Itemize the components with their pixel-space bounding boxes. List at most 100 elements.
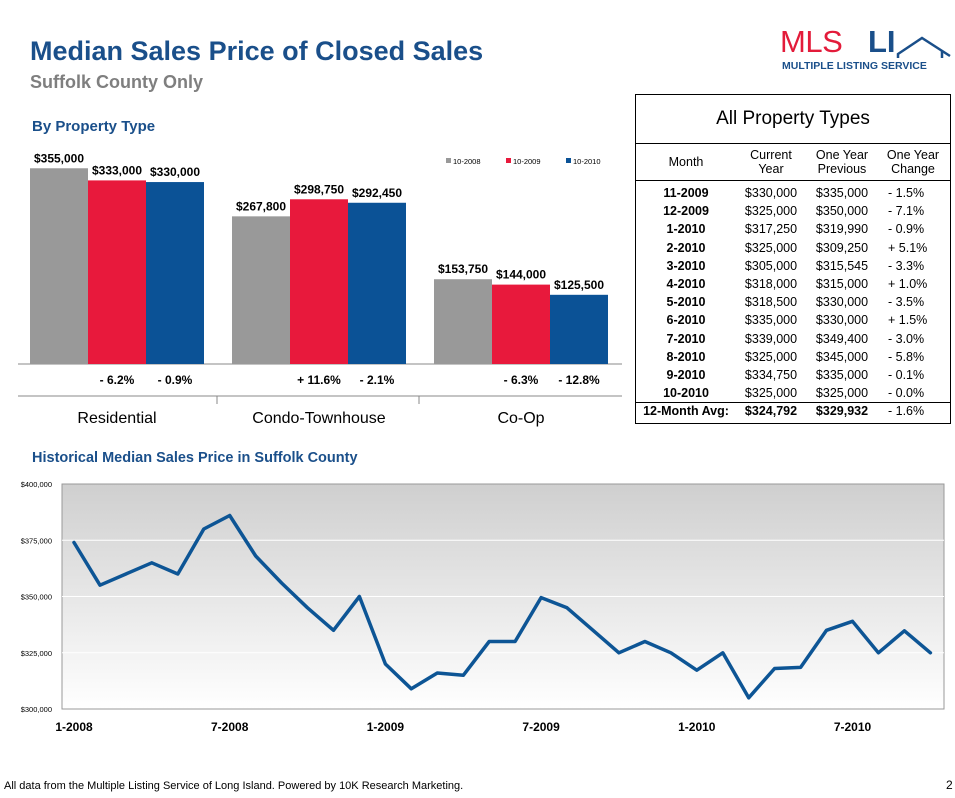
bar-value-label: $292,450: [352, 186, 402, 200]
legend-swatch: [446, 158, 451, 163]
x-tick-label: 1-2009: [367, 720, 405, 734]
cell-month: 8-2010: [666, 349, 706, 364]
change-label-2010: - 0.9%: [158, 373, 193, 387]
cell-month: 10-2010: [663, 386, 709, 401]
cell-month: 11-2009: [663, 186, 709, 200]
cell-current: $318,500: [744, 295, 798, 310]
cell-previous: $315,000: [815, 276, 869, 291]
cell-current: $318,000: [744, 276, 798, 291]
mlsli-logo: MLS LI MULTIPLE LISTING SERVICE: [778, 24, 952, 76]
cell-previous: $330,000: [815, 295, 869, 310]
cell-previous: $350,000: [815, 204, 869, 219]
bar-value-label: $125,500: [554, 278, 604, 292]
table-row: 10-2010 $325,000 $325,000 - 0.0%: [636, 384, 950, 402]
bar-value-label: $144,000: [496, 268, 546, 282]
bar-value-label: $333,000: [92, 163, 142, 177]
cell-current: $334,750: [744, 367, 798, 382]
cell-month: 3-2010: [666, 258, 706, 273]
bar-10-2010-co-op: [550, 294, 608, 364]
legend-swatch: [506, 158, 511, 163]
cell-previous: $325,000: [815, 386, 869, 401]
legend-label: 10-2008: [453, 157, 481, 166]
cell-change: - 0.9%: [888, 222, 925, 237]
cell-previous: $349,400: [815, 331, 869, 346]
line-chart: $300,000 $325,000 $350,000 $375,000 $400,000…: [21, 480, 945, 734]
bar-10-2010-condo-townhouse: [348, 202, 406, 364]
y-tick-label: $325,000: [21, 649, 52, 658]
table-title: All Property Types: [636, 95, 950, 144]
header-current-year: Current Year: [750, 148, 792, 176]
table-row: 9-2010 $334,750 $335,000 - 0.1%: [636, 366, 950, 384]
page-title: Median Sales Price of Closed Sales: [30, 36, 484, 66]
category-label: Co-Op: [497, 410, 544, 427]
cell-current: $305,000: [744, 258, 798, 273]
cell-month: 9-2010: [666, 367, 706, 382]
bar-10-2008-co-op: [434, 279, 492, 364]
footer-text: All data from the Multiple Listing Servi…: [4, 780, 464, 792]
x-tick-label: 7-2009: [522, 720, 560, 734]
cell-month: 12-2009: [663, 204, 709, 219]
header-one-year-change: One Year Change: [886, 148, 940, 176]
footer-previous-avg: $329,932: [815, 404, 869, 419]
cell-current: $325,000: [744, 240, 798, 255]
table-row: 5-2010 $318,500 $330,000 - 3.5%: [636, 293, 950, 311]
table-row: 2-2010 $325,000 $309,250 + 5.1%: [636, 239, 950, 257]
bar-value-label: $298,750: [294, 182, 344, 196]
cell-previous: $330,000: [815, 313, 869, 328]
cell-change: - 3.0%: [888, 331, 925, 346]
bar-10-2009-co-op: [492, 284, 550, 364]
x-tick-label: 7-2010: [834, 720, 872, 734]
table-row: 4-2010 $318,000 $315,000 + 1.0%: [636, 275, 950, 293]
property-types-table: All Property Types Month Current Year On…: [635, 94, 951, 425]
bar-10-2010-residential: [146, 182, 204, 364]
page-number: 2: [946, 778, 953, 792]
cell-month: 5-2010: [666, 295, 706, 310]
bar-value-label: $330,000: [150, 165, 200, 179]
footer-change-avg: - 1.6%: [888, 404, 925, 419]
table-row: 7-2010 $339,000 $349,400 - 3.0%: [636, 330, 950, 348]
page-subtitle: Suffolk County Only: [30, 72, 203, 92]
bar-10-2009-condo-townhouse: [290, 199, 348, 364]
y-tick-label: $375,000: [21, 536, 52, 545]
x-tick-label: 7-2008: [211, 720, 249, 734]
cell-change: + 1.5%: [888, 313, 928, 328]
cell-change: - 0.1%: [888, 367, 925, 382]
cell-change: - 7.1%: [888, 204, 925, 219]
table-row: 12-2009 $325,000 $350,000 - 7.1%: [636, 202, 950, 220]
line-chart-title: Historical Median Sales Price in Suffolk…: [32, 450, 358, 466]
cell-previous: $335,000: [815, 186, 869, 200]
table-body: 11-2009 $330,000 $335,000 - 1.5% 12-2009 $32…: [636, 181, 950, 402]
bar-10-2008-condo-townhouse: [232, 216, 290, 364]
cell-current: $339,000: [744, 331, 798, 346]
cell-current: $317,250: [744, 222, 798, 237]
cell-month: 1-2010: [666, 222, 706, 237]
cell-change: + 1.0%: [888, 276, 928, 291]
cell-month: 6-2010: [666, 313, 706, 328]
bar-10-2008-residential: [30, 168, 88, 364]
cell-month: 7-2010: [666, 331, 706, 346]
footer-label: 12-Month Avg:: [643, 404, 729, 419]
legend-swatch: [566, 158, 571, 163]
cell-change: - 3.3%: [888, 258, 925, 273]
y-tick-label: $300,000: [21, 705, 52, 714]
cell-change: - 1.5%: [888, 186, 925, 200]
table-row: 6-2010 $335,000 $330,000 + 1.5%: [636, 311, 950, 329]
cell-previous: $345,000: [815, 349, 869, 364]
bar-value-label: $267,800: [236, 199, 286, 213]
header-month: Month: [668, 155, 704, 169]
cell-current: $325,000: [744, 349, 798, 364]
bar-10-2009-residential: [88, 180, 146, 364]
house-outline-icon: [896, 36, 951, 58]
category-label: Residential: [77, 410, 156, 427]
series-line-median-price: [72, 513, 933, 700]
logo-mls-text: MLS: [780, 24, 843, 59]
bar-value-label: $355,000: [34, 151, 84, 165]
cell-current: $325,000: [744, 204, 798, 219]
bar-chart-title: By Property Type: [32, 118, 156, 135]
legend-label: 10-2010: [573, 157, 601, 166]
cell-change: - 0.0%: [888, 386, 925, 401]
cell-month: 2-2010: [666, 240, 706, 255]
y-tick-label: $350,000: [21, 593, 52, 602]
cell-change: + 5.1%: [888, 240, 928, 255]
cell-current: $330,000: [744, 186, 798, 200]
